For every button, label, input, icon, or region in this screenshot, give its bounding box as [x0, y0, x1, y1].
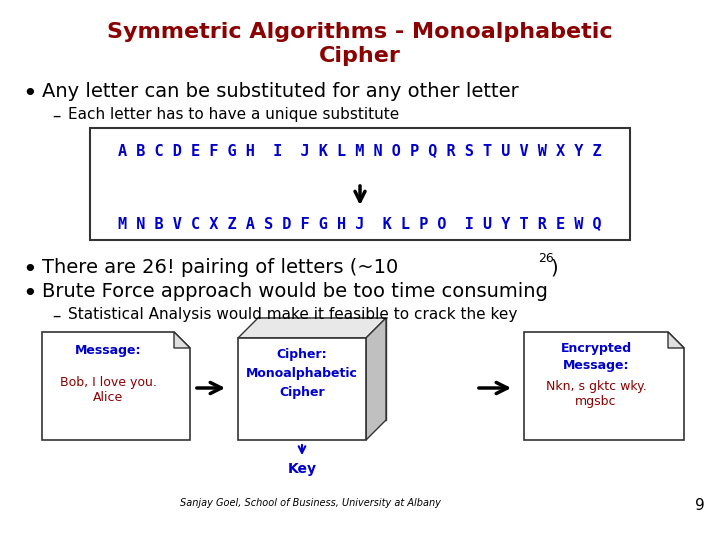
Polygon shape — [174, 332, 190, 348]
Text: Cipher:
Monoalphabetic
Cipher: Cipher: Monoalphabetic Cipher — [246, 348, 358, 399]
Text: –: – — [52, 107, 60, 125]
Text: Symmetric Algorithms - Monoalphabetic: Symmetric Algorithms - Monoalphabetic — [107, 22, 613, 42]
Text: •: • — [22, 82, 37, 106]
Text: Statistical Analysis would make it feasible to crack the key: Statistical Analysis would make it feasi… — [68, 307, 518, 322]
Polygon shape — [366, 318, 386, 440]
Text: Message:: Message: — [75, 344, 141, 357]
Polygon shape — [258, 318, 386, 420]
Text: Cipher: Cipher — [319, 46, 401, 66]
Text: Any letter can be substituted for any other letter: Any letter can be substituted for any ot… — [42, 82, 518, 101]
Text: There are 26! pairing of letters (~10: There are 26! pairing of letters (~10 — [42, 258, 398, 277]
Text: 26: 26 — [538, 252, 554, 265]
Polygon shape — [238, 318, 386, 338]
Text: •: • — [22, 282, 37, 306]
FancyBboxPatch shape — [90, 128, 630, 240]
Text: •: • — [22, 258, 37, 282]
Text: ): ) — [550, 258, 557, 277]
Text: Each letter has to have a unique substitute: Each letter has to have a unique substit… — [68, 107, 400, 122]
Text: 9: 9 — [696, 498, 705, 513]
Text: –: – — [52, 307, 60, 325]
Polygon shape — [668, 332, 684, 348]
Polygon shape — [238, 338, 366, 440]
Text: A B C D E F G H  I  J K L M N O P Q R S T U V W X Y Z: A B C D E F G H I J K L M N O P Q R S T … — [118, 143, 602, 158]
Polygon shape — [42, 332, 190, 440]
Text: Key: Key — [287, 462, 317, 476]
Text: Nkn, s gktc wky.
mgsbc: Nkn, s gktc wky. mgsbc — [546, 380, 647, 408]
Text: Sanjay Goel, School of Business, University at Albany: Sanjay Goel, School of Business, Univers… — [179, 498, 441, 508]
Text: Bob, I love you.
Alice: Bob, I love you. Alice — [60, 376, 156, 404]
Text: Encrypted
Message:: Encrypted Message: — [560, 342, 631, 372]
Text: Brute Force approach would be too time consuming: Brute Force approach would be too time c… — [42, 282, 548, 301]
Polygon shape — [524, 332, 684, 440]
Text: M N B V C X Z A S D F G H J  K L P O  I U Y T R E W Q: M N B V C X Z A S D F G H J K L P O I U … — [118, 216, 602, 231]
